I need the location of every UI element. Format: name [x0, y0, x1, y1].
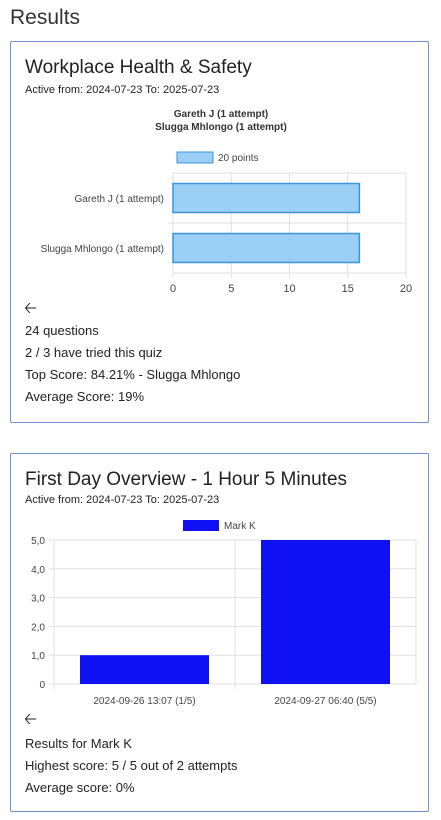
page-title: Results: [10, 6, 81, 29]
legend-swatch[interactable]: [176, 151, 214, 164]
chart-title-line: Slugga Mhlongo (1 attempt): [155, 122, 287, 133]
quiz-title: Workplace Health & Safety: [25, 57, 252, 78]
quiz-card-first-day-overview: First Day Overview - 1 Hour 5 Minutes Ac…: [10, 453, 429, 812]
legend-swatch[interactable]: [183, 520, 219, 531]
quiz-title: First Day Overview - 1 Hour 5 Minutes: [25, 469, 348, 490]
quiz-results-for: Results for Mark K: [25, 736, 132, 751]
bar: [172, 182, 361, 214]
quiz-results-chart: Gareth J (1 attempt) Slugga Mhlongo (1 a…: [41, 109, 413, 295]
quiz-average-score: Average score: 0%: [25, 780, 135, 795]
x-tick-label: 10: [283, 283, 295, 295]
category-label: Slugga Mhlongo (1 attempt): [41, 244, 164, 255]
bar: [261, 540, 390, 684]
y-tick-label: 4,0: [31, 565, 45, 576]
bar: [172, 232, 361, 264]
quiz-question-count: 24 questions: [25, 323, 99, 338]
quiz-active-dates: Active from: 2024-07-23 To: 2025-07-23: [25, 494, 220, 506]
back-arrow-icon[interactable]: 🡠: [24, 711, 37, 728]
y-tick-label: 0: [39, 680, 45, 691]
y-tick-label: 1,0: [31, 651, 45, 662]
quiz-active-dates: Active from: 2024-07-23 To: 2025-07-23: [25, 84, 220, 96]
legend-label[interactable]: Mark K: [224, 521, 256, 532]
y-tick-label: 2,0: [31, 622, 45, 633]
back-arrow-icon[interactable]: 🡠: [24, 300, 37, 317]
quiz-attempts-summary: 2 / 3 have tried this quiz: [25, 345, 163, 360]
quiz-average-score: Average Score: 19%: [25, 389, 144, 404]
quiz-card-workplace-health-safety: Workplace Health & Safety Active from: 2…: [10, 41, 429, 423]
category-label: 2024-09-27 06:40 (5/5): [274, 696, 376, 707]
chart-title-line: Gareth J (1 attempt): [174, 109, 268, 120]
legend-label[interactable]: 20 points: [218, 153, 259, 164]
y-tick-label: 3,0: [31, 594, 45, 605]
x-tick-label: 15: [342, 283, 354, 295]
quiz-top-score: Top Score: 84.21% - Slugga Mhlongo: [25, 367, 241, 382]
category-label: Gareth J (1 attempt): [75, 194, 164, 205]
x-tick-label: 0: [170, 283, 176, 295]
bar: [80, 655, 209, 684]
quiz-results-chart: Mark K 0 1,0 2,0 3,0 4,0 5,0 2024-09-26 13:07…: [31, 520, 417, 707]
x-tick-label: 5: [228, 283, 234, 295]
category-label: 2024-09-26 13:07 (1/5): [93, 696, 195, 707]
y-tick-label: 5,0: [31, 536, 45, 547]
quiz-highest-score: Highest score: 5 / 5 out of 2 attempts: [25, 758, 238, 773]
x-tick-label: 20: [400, 283, 412, 295]
